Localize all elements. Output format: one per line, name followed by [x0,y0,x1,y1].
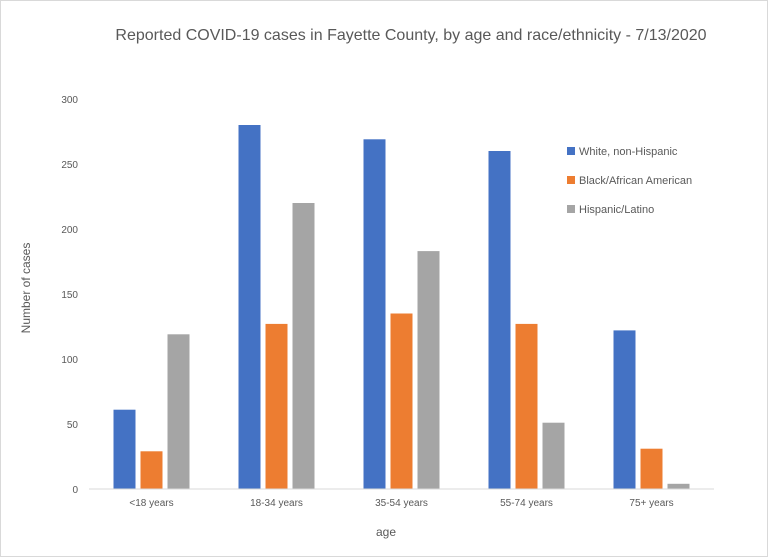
y-tick-label: 0 [72,485,78,496]
bar-hispanic-latino-2 [417,251,440,489]
y-axis-label: Number of cases [19,243,33,334]
legend: White, non-Hispanic Black/African America… [567,146,692,216]
y-tick-label: 300 [61,95,78,106]
bar-white-non-hispanic-4 [613,330,636,489]
legend-swatch [567,147,575,155]
x-tick-label: <18 years [129,498,173,509]
x-tick-label: 18-34 years [250,498,303,509]
bar-black-african-american-1 [265,323,288,489]
x-axis-label: age [376,525,396,539]
chart-title: Reported COVID-19 cases in Fayette Count… [115,27,706,44]
bar-black-african-american-0 [140,451,163,489]
legend-label: Black/African American [579,175,692,187]
bar-white-non-hispanic-0 [113,409,136,489]
bar-black-african-american-4 [640,448,663,489]
x-tick-label: 35-54 years [375,498,428,509]
bar-hispanic-latino-1 [292,203,315,489]
y-tick-label: 250 [61,160,78,171]
bar-hispanic-latino-3 [542,422,565,489]
legend-swatch [567,176,575,184]
y-tick-label: 50 [67,420,79,431]
bar-white-non-hispanic-1 [238,125,261,489]
legend-label: White, non-Hispanic [579,146,678,158]
x-tick-label: 75+ years [629,498,673,509]
y-tick-label: 200 [61,225,78,236]
y-tick-label: 150 [61,290,78,301]
bar-hispanic-latino-0 [167,334,190,489]
bar-black-african-american-3 [515,323,538,489]
y-tick-label: 100 [61,355,78,366]
legend-label: Hispanic/Latino [579,204,654,216]
x-axis-ticks: <18 years 18-34 years 35-54 years 55-74 yea… [129,498,673,509]
bars-group [113,125,690,490]
bar-hispanic-latino-4 [667,483,690,489]
bar-white-non-hispanic-2 [363,139,386,490]
legend-swatch [567,205,575,213]
x-tick-label: 55-74 years [500,498,553,509]
bar-black-african-american-2 [390,313,413,489]
y-axis-ticks: 0 50 100 150 200 250 300 [61,95,78,496]
bar-white-non-hispanic-3 [488,151,511,489]
